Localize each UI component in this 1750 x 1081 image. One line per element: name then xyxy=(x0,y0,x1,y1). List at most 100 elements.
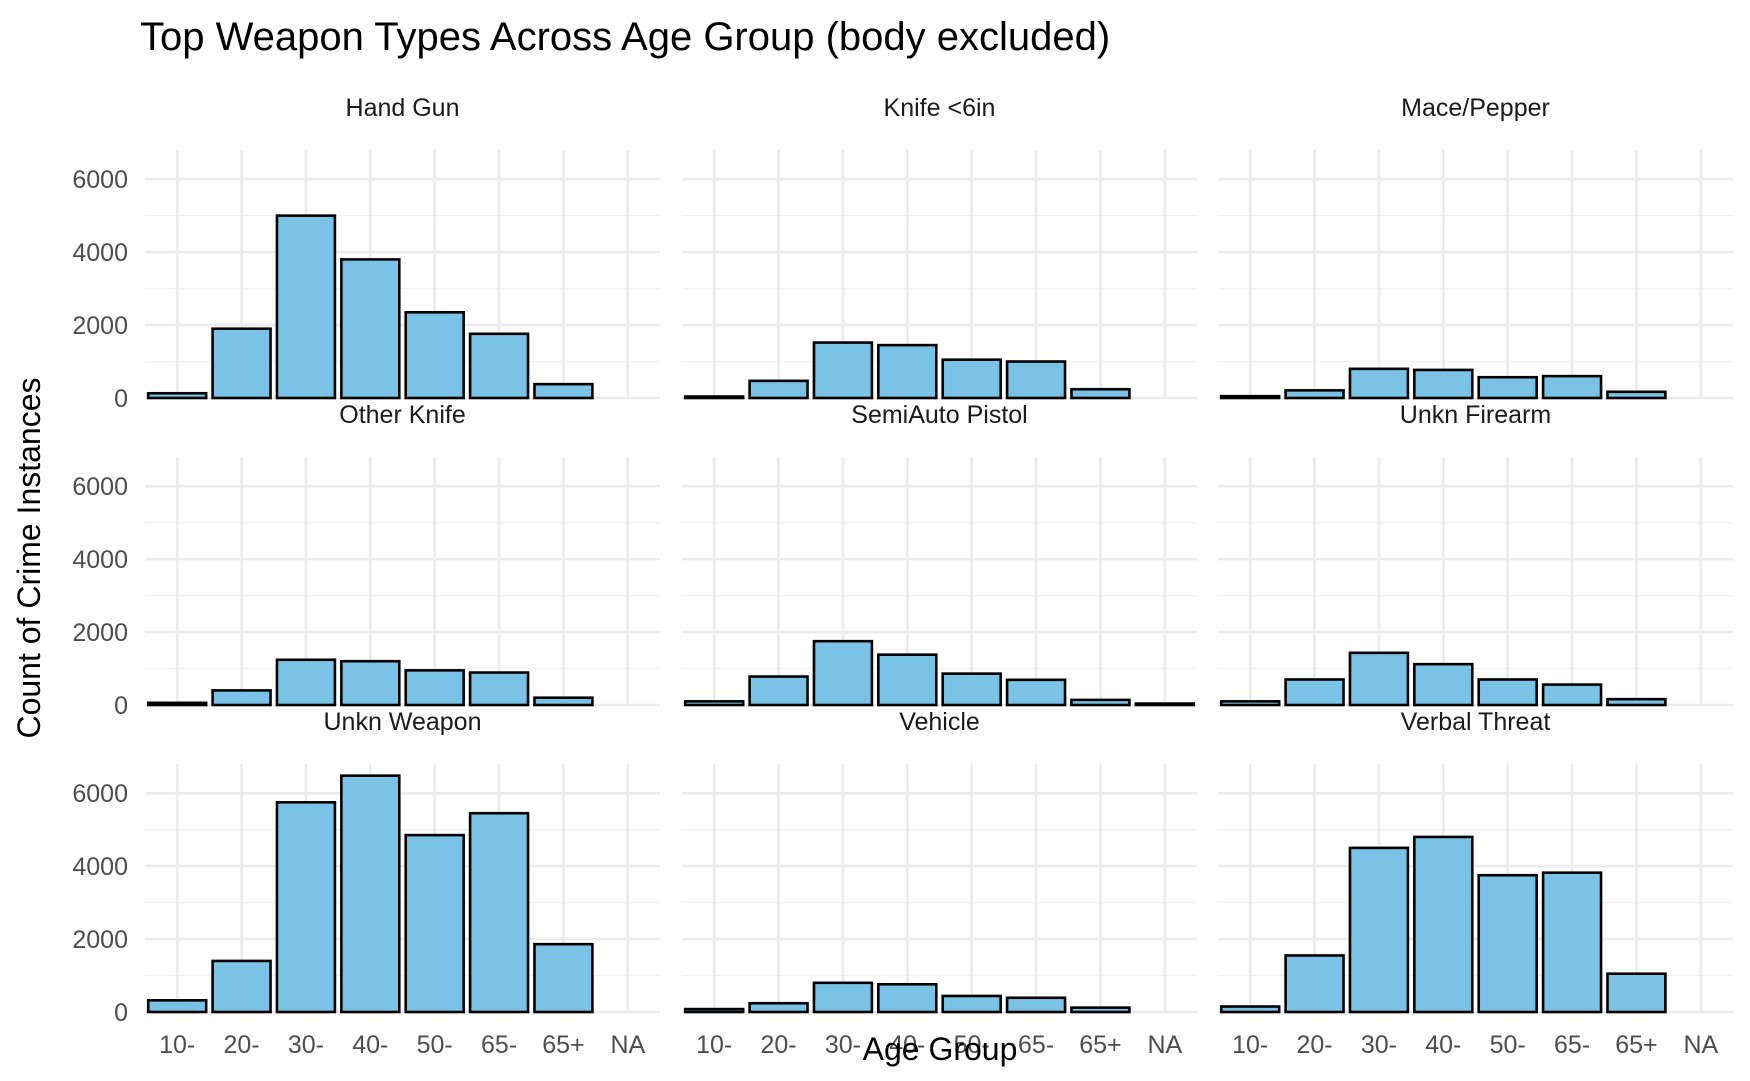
x-tick-label: 20- xyxy=(760,1031,796,1059)
y-tick-label: 4000 xyxy=(72,546,128,574)
x-tick-label: 65- xyxy=(481,1031,517,1059)
facet-label: Knife <6in xyxy=(884,94,996,122)
x-tick-label: 50- xyxy=(954,1031,990,1059)
bar xyxy=(1413,662,1474,707)
bar xyxy=(1219,394,1281,400)
bar xyxy=(533,696,594,707)
x-tick-label: 30- xyxy=(1361,1031,1397,1059)
bar xyxy=(941,358,1002,400)
x-tick-label: NA xyxy=(1683,1031,1718,1059)
facet-panel: Hand Gun xyxy=(145,94,660,400)
y-tick-label: 0 xyxy=(114,692,128,720)
x-tick-label: 10- xyxy=(159,1031,195,1059)
bar xyxy=(1070,698,1131,707)
bar xyxy=(683,700,745,707)
y-tick-label: 4000 xyxy=(72,853,128,881)
x-axis-title: Age Group xyxy=(863,1031,1018,1067)
facet-panel: Verbal Threat xyxy=(1218,708,1733,1014)
bar xyxy=(941,994,1002,1014)
bar xyxy=(1477,873,1538,1014)
bar xyxy=(468,671,530,707)
x-tick-label: 50- xyxy=(1490,1031,1526,1059)
chart-title: Top Weapon Types Across Age Group (body … xyxy=(140,15,1110,59)
x-tick-label: 40- xyxy=(889,1031,925,1059)
facet-panel: Mace/Pepper xyxy=(1218,94,1733,400)
facet-panel: Knife <6in xyxy=(682,94,1197,400)
x-tick-label: 30- xyxy=(288,1031,324,1059)
bar xyxy=(533,382,594,400)
bar xyxy=(211,959,272,1014)
bar xyxy=(683,1007,745,1014)
bar xyxy=(1005,360,1067,400)
x-tick-label: NA xyxy=(610,1031,645,1059)
facet-panels: Hand Gun Knife <6in Mace/Pepper Other Knife… xyxy=(145,94,1733,1014)
bar xyxy=(404,833,465,1014)
facet-label: Other Knife xyxy=(339,401,465,429)
bar xyxy=(211,689,272,707)
bar xyxy=(275,800,337,1014)
x-tick-label: 65+ xyxy=(1079,1031,1121,1059)
bar xyxy=(1477,678,1538,707)
x-tick-label: 40- xyxy=(1425,1031,1461,1059)
facet-label: SemiAuto Pistol xyxy=(851,401,1027,429)
x-tick-label: 10- xyxy=(696,1031,732,1059)
bar xyxy=(1477,375,1538,400)
bar xyxy=(1606,697,1667,707)
bar xyxy=(877,653,938,707)
bar xyxy=(340,258,401,400)
facet-panel: Other Knife xyxy=(145,401,660,707)
facet-panel: SemiAuto Pistol xyxy=(682,401,1197,707)
bar xyxy=(404,310,465,400)
facet-label: Unkn Firearm xyxy=(1400,401,1551,429)
bar xyxy=(533,942,594,1014)
bar xyxy=(340,774,401,1014)
x-tick-label: 20- xyxy=(1296,1031,1332,1059)
bar xyxy=(1606,972,1667,1014)
bar xyxy=(1284,954,1345,1014)
bar xyxy=(1348,367,1410,400)
bar xyxy=(1413,368,1474,400)
bar xyxy=(1348,846,1410,1014)
y-tick-label: 0 xyxy=(114,999,128,1027)
facet-label: Verbal Threat xyxy=(1401,708,1551,736)
y-tick-label: 6000 xyxy=(72,166,128,194)
bar xyxy=(1219,1005,1281,1014)
y-axis-title: Count of Crime Instances xyxy=(11,377,47,738)
bar xyxy=(941,672,1002,707)
bar xyxy=(1005,678,1067,707)
facet-panel: Unkn Firearm xyxy=(1218,401,1733,707)
bar xyxy=(1070,387,1131,400)
bar xyxy=(748,1001,809,1014)
x-tick-label: 10- xyxy=(1232,1031,1268,1059)
x-tick-label: 65+ xyxy=(542,1031,584,1059)
bar xyxy=(1134,702,1196,707)
bar xyxy=(812,639,874,707)
x-tick-label: 50- xyxy=(417,1031,453,1059)
x-tick-label: NA xyxy=(1147,1031,1182,1059)
bar xyxy=(1070,1006,1131,1014)
facet-label: Hand Gun xyxy=(346,94,460,122)
bar xyxy=(683,395,745,400)
x-tick-label: 65- xyxy=(1018,1031,1054,1059)
bar xyxy=(1541,871,1603,1014)
y-tick-label: 0 xyxy=(114,385,128,413)
facet-panel: Unkn Weapon xyxy=(145,708,660,1014)
bar xyxy=(812,981,874,1014)
facet-label: Vehicle xyxy=(899,708,980,736)
bar xyxy=(146,701,208,707)
y-tick-label: 2000 xyxy=(72,619,128,647)
bar xyxy=(812,341,874,400)
bar xyxy=(1219,700,1281,707)
bar xyxy=(275,214,337,400)
bar xyxy=(748,675,809,707)
y-tick-label: 2000 xyxy=(72,312,128,340)
x-tick-label: 40- xyxy=(352,1031,388,1059)
y-tick-label: 4000 xyxy=(72,239,128,267)
bar xyxy=(146,999,208,1014)
bar xyxy=(1541,683,1603,707)
y-axis-ticks: 0 2000 4000 6000 0 2000 4000 6000 0 2000 4000 6000 xyxy=(72,166,128,1027)
facet-label: Unkn Weapon xyxy=(324,708,482,736)
bar xyxy=(1005,996,1067,1014)
bar xyxy=(1541,374,1603,400)
